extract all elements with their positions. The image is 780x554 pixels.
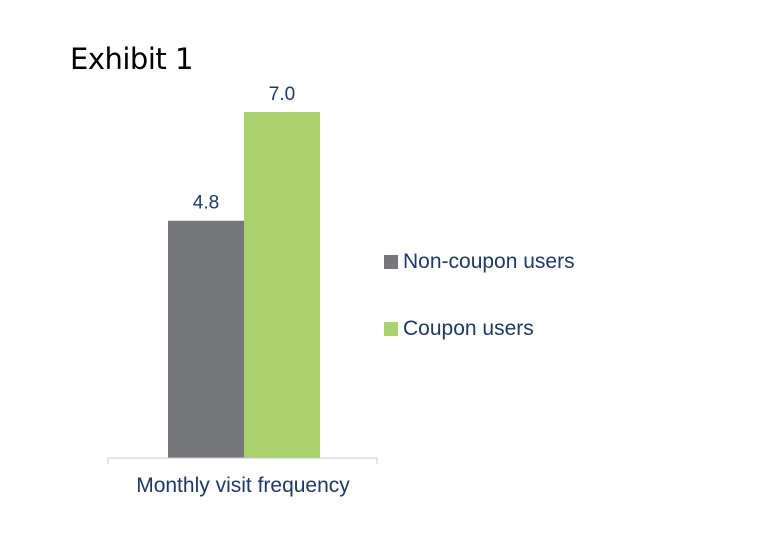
legend-item-coupon: Coupon users [384, 317, 534, 341]
legend-label-coupon: Coupon users [403, 317, 534, 340]
legend-swatch-non-coupon [384, 255, 398, 269]
bar-non-coupon-users [168, 220, 244, 458]
data-label-coupon-users: 7.0 [269, 84, 295, 105]
legend-swatch-coupon [384, 322, 398, 336]
bars-group [168, 112, 320, 458]
legend-label-non-coupon: Non-coupon users [403, 250, 575, 273]
data-labels-group: 4.8 7.0 [193, 84, 295, 214]
chart-title: Exhibit 1 [70, 42, 193, 76]
x-category-label: Monthly visit frequency [136, 474, 350, 497]
bar-coupon-users [244, 112, 320, 458]
data-label-non-coupon-users: 4.8 [193, 193, 219, 214]
legend-item-non-coupon: Non-coupon users [384, 250, 575, 274]
